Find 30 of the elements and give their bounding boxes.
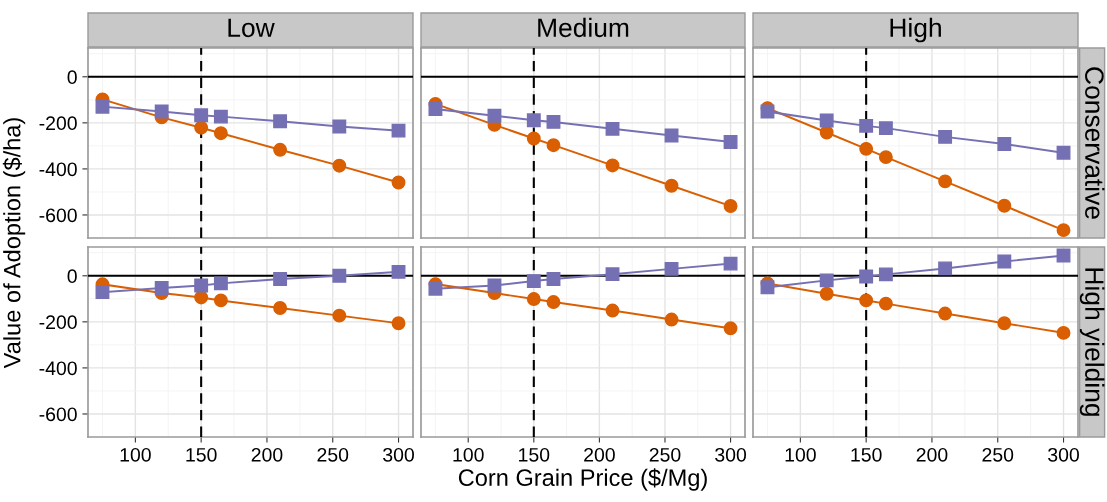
x-tick-label: 200 bbox=[916, 447, 948, 462]
x-tick-label: 300 bbox=[1048, 447, 1079, 462]
x-tick-label: 250 bbox=[649, 447, 681, 462]
chart-title: Medium bbox=[538, 17, 629, 38]
chart-title: High bbox=[890, 17, 941, 43]
x-tick-label: 250 bbox=[982, 447, 1014, 462]
x-tick-label: 300 bbox=[715, 447, 747, 462]
y2-axis-title: Conservative bbox=[1085, 67, 1105, 219]
x-tick-label: 250 bbox=[317, 447, 349, 462]
y-tick-label: -200 bbox=[39, 116, 77, 131]
y-tick-label: -200 bbox=[39, 315, 77, 330]
x-tick-label: 200 bbox=[251, 447, 283, 462]
x-axis-title: Corn Grain Price ($/Mg) bbox=[458, 468, 707, 491]
y-tick-label: 0 bbox=[67, 70, 77, 85]
y-tick-label: -600 bbox=[39, 407, 77, 422]
y-tick-label: 0 bbox=[67, 269, 77, 284]
y-tick-label: -400 bbox=[39, 162, 77, 177]
x-tick-label: 100 bbox=[453, 447, 484, 462]
x-tick-label: 150 bbox=[851, 447, 882, 462]
x-tick-label: 100 bbox=[785, 447, 816, 462]
y-axis-title: Value of Adoption ($/ha) bbox=[2, 118, 26, 369]
chart-title: Low bbox=[228, 18, 275, 38]
x-tick-label: 300 bbox=[383, 447, 414, 462]
x-tick-label: 150 bbox=[519, 447, 550, 462]
x-tick-label: 200 bbox=[584, 447, 615, 462]
y-tick-label: -600 bbox=[39, 208, 77, 223]
x-tick-label: 100 bbox=[120, 447, 151, 462]
y2-axis-title: High yielding bbox=[1079, 268, 1105, 416]
y-tick-label: -400 bbox=[39, 361, 77, 376]
x-tick-label: 150 bbox=[186, 447, 217, 462]
